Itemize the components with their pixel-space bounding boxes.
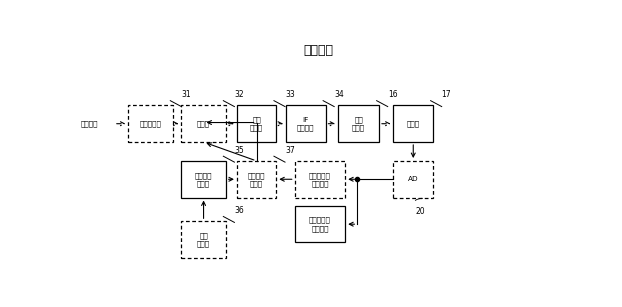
Bar <box>182 161 226 198</box>
Text: 掃引電圧
制御部: 掃引電圧 制御部 <box>248 172 266 187</box>
Text: 電圧間調
発振器: 電圧間調 発振器 <box>195 172 212 187</box>
Bar <box>182 105 226 142</box>
Text: 対数
増幅器: 対数 増幅器 <box>352 116 365 131</box>
Text: 36: 36 <box>234 206 244 215</box>
Text: 入力信号: 入力信号 <box>80 120 98 127</box>
Bar <box>338 105 379 142</box>
Bar <box>237 161 276 198</box>
Text: 35: 35 <box>234 146 244 155</box>
Text: 31: 31 <box>182 91 191 99</box>
Text: ブリアンプ: ブリアンプ <box>139 120 162 127</box>
Text: IF
フィルタ: IF フィルタ <box>297 117 315 131</box>
Text: 37: 37 <box>285 146 295 155</box>
Text: 33: 33 <box>285 91 295 99</box>
Text: ミキサ: ミキサ <box>197 120 210 127</box>
Text: 17: 17 <box>442 91 452 99</box>
Bar <box>128 105 173 142</box>
Bar <box>286 105 325 142</box>
Bar <box>295 161 345 198</box>
Text: 図　１０: 図 １０ <box>304 44 334 57</box>
Bar <box>237 105 276 142</box>
Text: ゼロスパン
測定結果: ゼロスパン 測定結果 <box>309 217 331 231</box>
Text: 周波数特性
測定結果: 周波数特性 測定結果 <box>309 172 331 187</box>
Text: 検波器: 検波器 <box>407 120 420 127</box>
Bar <box>182 221 226 258</box>
Text: 基準
発振器: 基準 発振器 <box>197 232 210 247</box>
Text: 34: 34 <box>334 91 344 99</box>
Text: AD: AD <box>408 176 419 182</box>
Text: 可変
アンプ: 可変 アンプ <box>250 116 263 131</box>
Text: 16: 16 <box>388 91 397 99</box>
Bar <box>394 161 433 198</box>
Text: 32: 32 <box>234 91 244 99</box>
Text: 20: 20 <box>415 207 425 216</box>
Bar <box>295 206 345 243</box>
Bar <box>394 105 433 142</box>
